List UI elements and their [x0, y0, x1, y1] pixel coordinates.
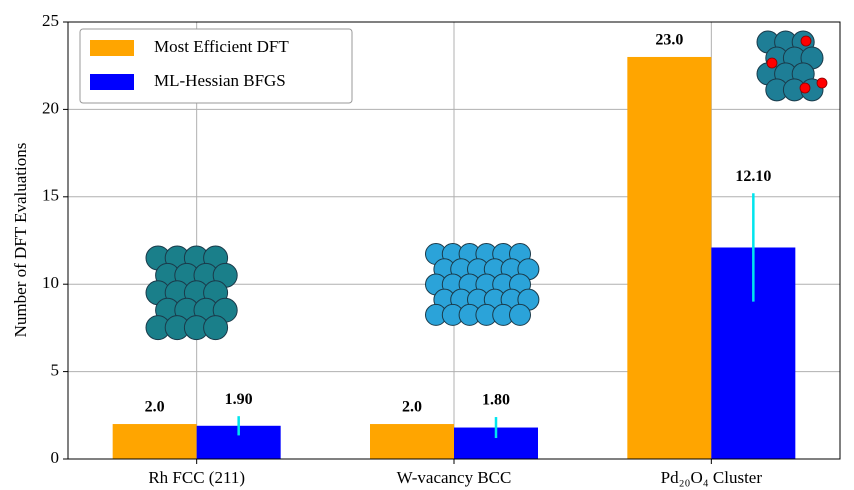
bar	[113, 424, 197, 459]
value-label: 1.80	[482, 392, 510, 409]
bar	[370, 424, 454, 459]
legend-swatch	[90, 40, 134, 56]
y-tick-label: 15	[42, 186, 59, 205]
y-tick-label: 0	[51, 448, 60, 467]
y-axis-label: Number of DFT Evaluations	[11, 143, 30, 338]
value-label: 1.90	[225, 391, 253, 408]
y-tick-label: 5	[51, 361, 60, 380]
legend-swatch	[90, 74, 134, 90]
oxygen-atom	[801, 36, 811, 46]
y-tick-label: 20	[42, 98, 59, 117]
x-tick-label: W-vacancy BCC	[397, 468, 512, 487]
oxygen-atom	[800, 83, 810, 93]
bar	[627, 57, 711, 459]
atom	[204, 316, 228, 340]
atom	[510, 304, 531, 325]
legend-label: ML-Hessian BFGS	[154, 71, 286, 90]
x-tick-label: Pd₂₀O₄ Cluster	[661, 468, 763, 487]
x-tick-label: Rh FCC (211)	[148, 468, 245, 487]
oxygen-atom	[817, 78, 827, 88]
legend-label: Most Efficient DFT	[154, 37, 289, 56]
y-tick-label: 10	[42, 273, 59, 292]
chart: Number of DFT Evaluations 0 5 10 15 20 25 2.0 2…	[0, 0, 854, 490]
oxygen-atom	[767, 58, 777, 68]
value-label: 2.0	[145, 399, 165, 416]
y-tick-label: 25	[42, 11, 59, 30]
value-label: 23.0	[655, 32, 683, 49]
value-label: 12.10	[735, 168, 771, 185]
value-label: 2.0	[402, 399, 422, 416]
